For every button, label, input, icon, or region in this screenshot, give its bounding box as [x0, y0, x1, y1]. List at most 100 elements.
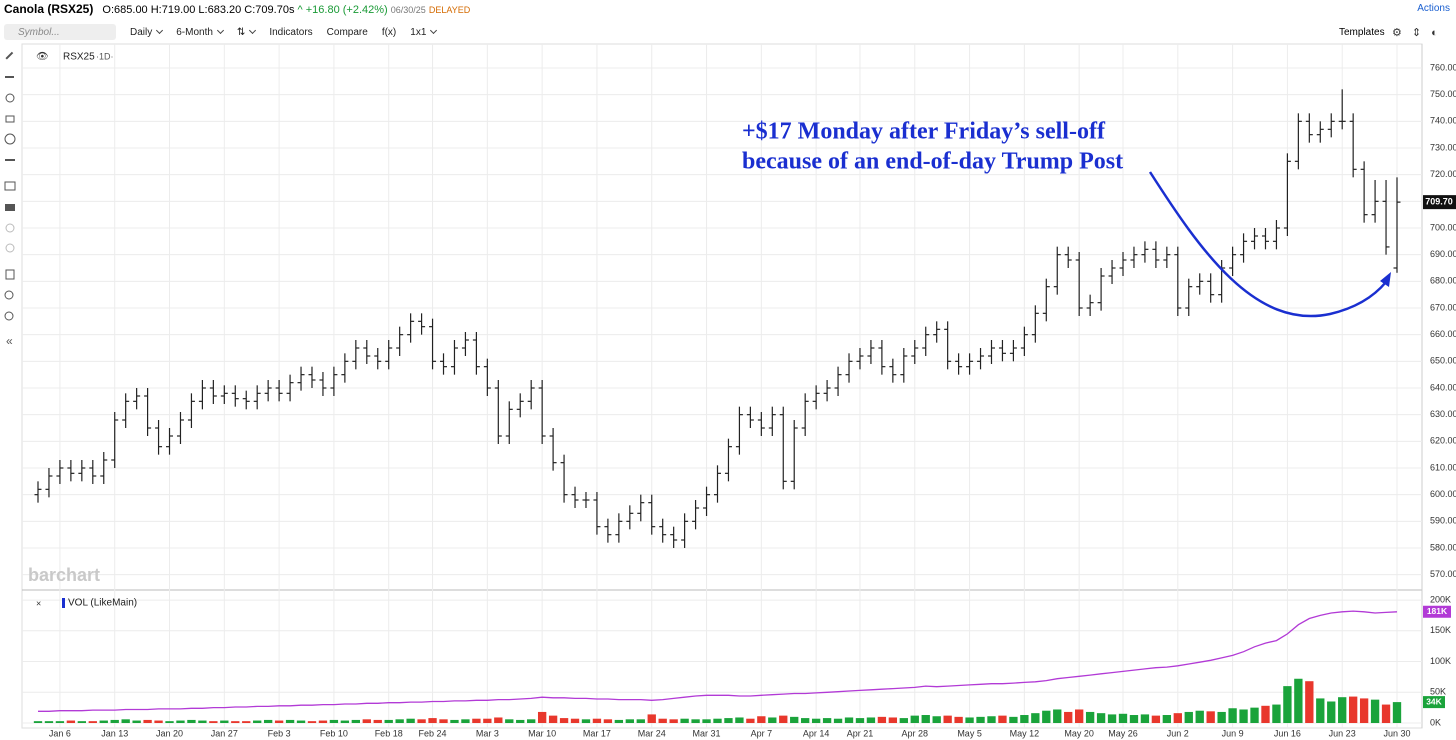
range[interactable]: 6-Month — [176, 27, 223, 38]
volume-bar — [757, 716, 766, 724]
volume-bar — [44, 721, 54, 724]
volume-bar — [976, 716, 985, 724]
volume-bar — [658, 718, 667, 724]
x-tick-label: Jun 30 — [1383, 728, 1410, 738]
y-tick-label: 610.00 — [1430, 462, 1456, 472]
watermark: barchart — [28, 565, 100, 585]
x-tick-label: Feb 3 — [268, 728, 291, 738]
volume-bar — [1184, 711, 1193, 724]
actions-label[interactable]: Actions — [1417, 3, 1450, 14]
volume-bar — [99, 720, 108, 724]
volume-bar — [603, 719, 613, 724]
left-toolbar: « — [4, 51, 16, 348]
volume-bar — [263, 719, 273, 724]
x-tick-label: Mar 3 — [476, 728, 499, 738]
volume-bar — [1327, 701, 1336, 724]
y-tick-label: 740.00 — [1430, 116, 1456, 126]
volume-bar — [1064, 711, 1073, 724]
volume-bar — [187, 719, 196, 724]
compare[interactable]: Compare — [326, 26, 368, 38]
chart-type[interactable]: ⇅ — [237, 27, 255, 38]
volume-swatch — [62, 598, 65, 608]
y-tick-label: 690.00 — [1430, 249, 1456, 259]
volume-bar — [1228, 708, 1237, 724]
volume-bar — [647, 714, 656, 724]
header: Canola (RSX25) O:685.00 H:719.00 L:683.2… — [4, 2, 470, 16]
volume-bar — [417, 719, 426, 724]
volume-bar — [1283, 686, 1292, 724]
x-tick-label: Jun 16 — [1274, 728, 1301, 738]
volume-bar — [943, 715, 952, 724]
volume-bar — [110, 719, 119, 724]
last-volume-box — [1423, 696, 1445, 709]
symbol-input[interactable]: Symbol... — [4, 24, 116, 40]
volume-bar — [1359, 698, 1369, 724]
volume-bar — [1261, 705, 1270, 724]
volume-bar — [1272, 704, 1281, 724]
close-icon: × — [36, 598, 41, 608]
templates[interactable]: Templates — [1339, 27, 1385, 38]
volume-bar — [1316, 698, 1325, 724]
actions-button[interactable]: Actions — [1417, 3, 1450, 14]
y-tick-label: 680.00 — [1430, 276, 1456, 286]
volume-bar — [494, 717, 503, 724]
volume-bar — [242, 721, 251, 724]
annotation: +$17 Monday after Friday’s sell-off — [742, 119, 1106, 145]
date: 06/30/25 — [390, 5, 426, 15]
panel-symbol: RSX25 — [63, 52, 95, 63]
volume-bar — [516, 719, 525, 724]
x-tick-label: May 12 — [1010, 728, 1040, 738]
volume-bar — [1162, 715, 1172, 724]
annotation: because of an end-of-day Trump Post — [742, 149, 1123, 175]
last-volume-label: 34K — [1426, 696, 1442, 706]
volume-bar — [614, 719, 624, 724]
x-tick-label: May 20 — [1064, 728, 1094, 738]
volume-bar — [253, 720, 262, 724]
volume-bar — [768, 717, 777, 724]
volume-bar — [1217, 711, 1226, 724]
indicators[interactable]: Indicators — [269, 26, 313, 38]
toolbar-icons[interactable]: ⚙⇕◐ — [1392, 27, 1448, 39]
volume-bar — [66, 720, 76, 724]
volume-bar — [1381, 704, 1391, 724]
x-tick-label: Jan 27 — [211, 728, 238, 738]
volume-bar — [285, 719, 295, 724]
templates-label[interactable]: Templates — [1339, 27, 1385, 38]
volume-bar — [811, 718, 821, 724]
volume-bar — [844, 717, 854, 724]
layout[interactable]: 1x1 — [410, 27, 436, 38]
y-tick-label: 720.00 — [1430, 169, 1456, 179]
volume-bar — [461, 719, 470, 724]
volume-bar — [33, 721, 43, 724]
volume-bar — [790, 716, 799, 724]
interval[interactable]: Daily — [130, 27, 162, 38]
volume-bar — [1173, 713, 1182, 724]
x-tick-label: Jun 2 — [1167, 728, 1189, 738]
volume-bar — [406, 718, 415, 724]
volume-bar — [1009, 716, 1018, 724]
panel-frame — [21, 43, 1423, 729]
x-tick-label: Jan 6 — [49, 728, 71, 738]
y-tick-label: 580.00 — [1430, 542, 1456, 552]
volume-bar — [625, 719, 634, 724]
y-tick-label: 570.00 — [1430, 569, 1456, 579]
fx[interactable]: f(x) — [381, 26, 397, 38]
x-tick-label: Mar 17 — [583, 728, 611, 738]
change: ^ +16.80 (+2.42%) — [297, 4, 388, 16]
volume-bar — [680, 718, 689, 724]
volume-bar — [154, 720, 163, 724]
volume-bar — [801, 718, 810, 724]
volume-bar — [428, 718, 437, 724]
volume-bar — [121, 719, 130, 724]
volume-bar — [88, 721, 97, 724]
volume-bar — [209, 721, 218, 724]
x-tick-label: Mar 31 — [693, 728, 721, 738]
volume-average-line — [38, 610, 1398, 712]
volume-bar — [1151, 715, 1161, 724]
x-tick-label: Mar 24 — [638, 728, 666, 738]
volume-bar — [954, 716, 963, 724]
volume-bar — [1338, 697, 1347, 724]
eye-icon: 👁 — [36, 52, 49, 63]
volume-bar — [1129, 715, 1139, 724]
